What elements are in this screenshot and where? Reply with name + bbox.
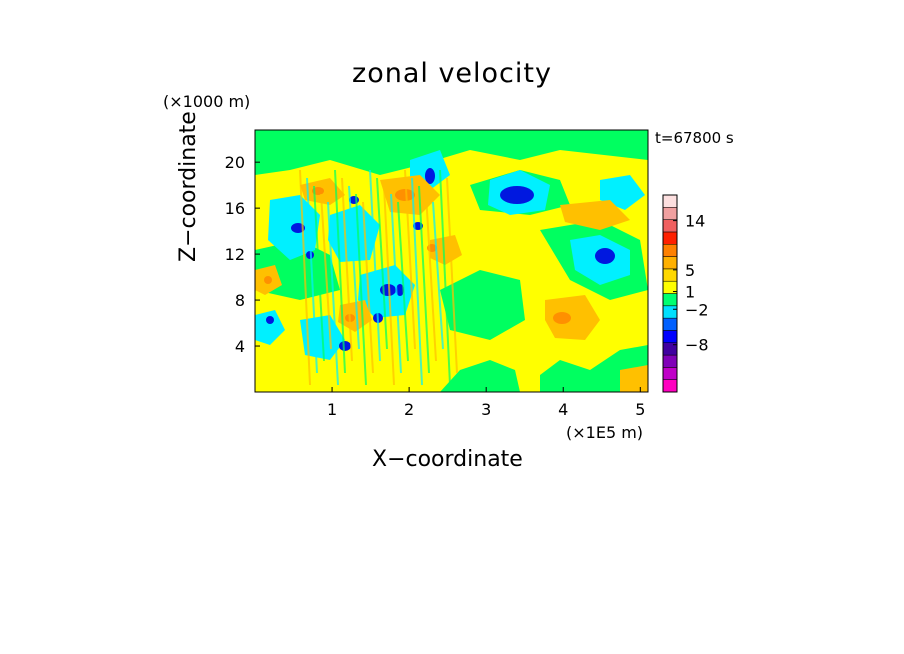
field-patch bbox=[620, 365, 648, 392]
field-streak bbox=[299, 169, 311, 386]
colorbar-tick-label: −2 bbox=[685, 300, 709, 319]
y-axis-multiplier: (×1000 m) bbox=[163, 92, 251, 111]
field-streak bbox=[306, 177, 318, 374]
field-streak bbox=[348, 185, 360, 350]
field-streak bbox=[390, 193, 402, 374]
field-streak bbox=[320, 193, 332, 350]
field-streak bbox=[446, 177, 458, 374]
colorbar-band bbox=[662, 293, 678, 307]
x-tick-label: 2 bbox=[404, 400, 414, 419]
field-patch bbox=[255, 130, 648, 175]
field-streak bbox=[383, 185, 395, 386]
field-streak bbox=[327, 201, 339, 386]
field-patch bbox=[440, 270, 525, 340]
colorbar-band bbox=[662, 354, 678, 368]
colorbar-band bbox=[662, 207, 678, 220]
plot-frame bbox=[254, 129, 649, 393]
field-patch bbox=[255, 310, 285, 345]
x-axis-multiplier: (×1E5 m) bbox=[566, 423, 644, 442]
contour-field bbox=[255, 130, 648, 392]
colorbar-frame bbox=[662, 194, 678, 393]
field-streak bbox=[432, 201, 444, 350]
field-patch bbox=[395, 189, 415, 201]
colorbar-band bbox=[662, 367, 678, 380]
colorbar-band bbox=[662, 268, 678, 282]
field-streak bbox=[362, 201, 374, 374]
y-tick-label: 8 bbox=[235, 291, 245, 310]
y-tick-label: 12 bbox=[225, 245, 245, 264]
field-patch bbox=[266, 316, 274, 324]
colorbar-band bbox=[662, 305, 678, 319]
field-patch bbox=[396, 284, 404, 296]
colorbar: 14 5 1−2 −8 bbox=[662, 194, 709, 393]
colorbar-band bbox=[662, 317, 678, 331]
field-streak bbox=[355, 193, 367, 386]
colorbar-tick-label: 5 bbox=[685, 261, 695, 280]
field-streak bbox=[313, 185, 325, 362]
x-tick-label: 1 bbox=[327, 400, 337, 419]
field-streak bbox=[334, 169, 346, 374]
colorbar-tick-label: −8 bbox=[685, 336, 709, 355]
y-axis-ticks: 4 8 12 16 20 bbox=[225, 153, 260, 356]
field-patch bbox=[560, 200, 630, 230]
field-patch bbox=[545, 295, 600, 340]
field-streak bbox=[376, 177, 388, 350]
field-patch bbox=[264, 276, 272, 284]
colorbar-band bbox=[662, 194, 678, 208]
field-patch bbox=[500, 186, 534, 204]
y-tick-label: 4 bbox=[235, 337, 245, 356]
x-tick-label: 3 bbox=[481, 400, 491, 419]
field-patch bbox=[291, 223, 305, 233]
field-streak bbox=[425, 193, 437, 362]
field-patch bbox=[328, 205, 380, 262]
x-tick-label: 5 bbox=[635, 400, 645, 419]
chart-title: zonal velocity bbox=[352, 58, 552, 89]
x-tick-label: 4 bbox=[558, 400, 568, 419]
colorbar-tick-label: 1 bbox=[685, 283, 695, 302]
field-patch bbox=[339, 341, 351, 351]
field-streak bbox=[418, 185, 430, 374]
field-streak bbox=[404, 169, 416, 350]
colorbar-tick-label: 14 bbox=[685, 212, 705, 231]
field-patch bbox=[595, 248, 615, 264]
field-streak bbox=[341, 177, 353, 362]
field-streak bbox=[369, 169, 381, 362]
field-streak bbox=[439, 169, 451, 386]
field-patch bbox=[553, 312, 571, 324]
field-patch bbox=[440, 360, 520, 392]
colorbar-band bbox=[662, 379, 678, 393]
colorbar-band bbox=[662, 256, 678, 270]
colorbar-band bbox=[662, 231, 678, 245]
time-label: t=67800 s bbox=[655, 129, 734, 147]
x-axis-ticks: 1 2 3 4 5 bbox=[327, 387, 645, 419]
colorbar-band bbox=[662, 330, 678, 343]
field-patch bbox=[425, 168, 435, 184]
field-streak bbox=[397, 201, 409, 362]
x-axis-label: X−coordinate bbox=[372, 447, 523, 472]
field-streak bbox=[411, 177, 423, 386]
y-tick-label: 20 bbox=[225, 153, 245, 172]
y-tick-label: 16 bbox=[225, 199, 245, 218]
colorbar-band bbox=[662, 244, 678, 257]
colorbar-band bbox=[662, 219, 678, 233]
field-patch bbox=[430, 235, 462, 265]
